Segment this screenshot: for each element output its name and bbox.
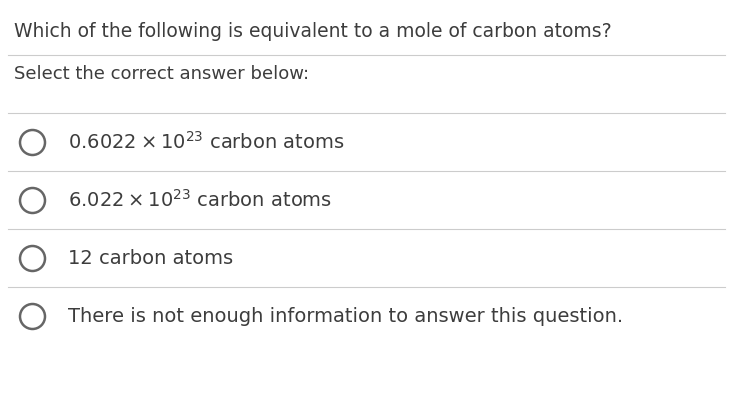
Text: Which of the following is equivalent to a mole of carbon atoms?: Which of the following is equivalent to … bbox=[14, 22, 611, 41]
Text: There is not enough information to answer this question.: There is not enough information to answe… bbox=[68, 306, 623, 326]
Text: $\mathregular{0.6022 \times 10^{23}}$ carbon atoms: $\mathregular{0.6022 \times 10^{23}}$ ca… bbox=[68, 131, 345, 153]
Text: 12 carbon atoms: 12 carbon atoms bbox=[68, 248, 233, 268]
Text: Select the correct answer below:: Select the correct answer below: bbox=[14, 65, 309, 83]
Text: $\mathregular{6.022 \times 10^{23}}$ carbon atoms: $\mathregular{6.022 \times 10^{23}}$ car… bbox=[68, 189, 332, 211]
